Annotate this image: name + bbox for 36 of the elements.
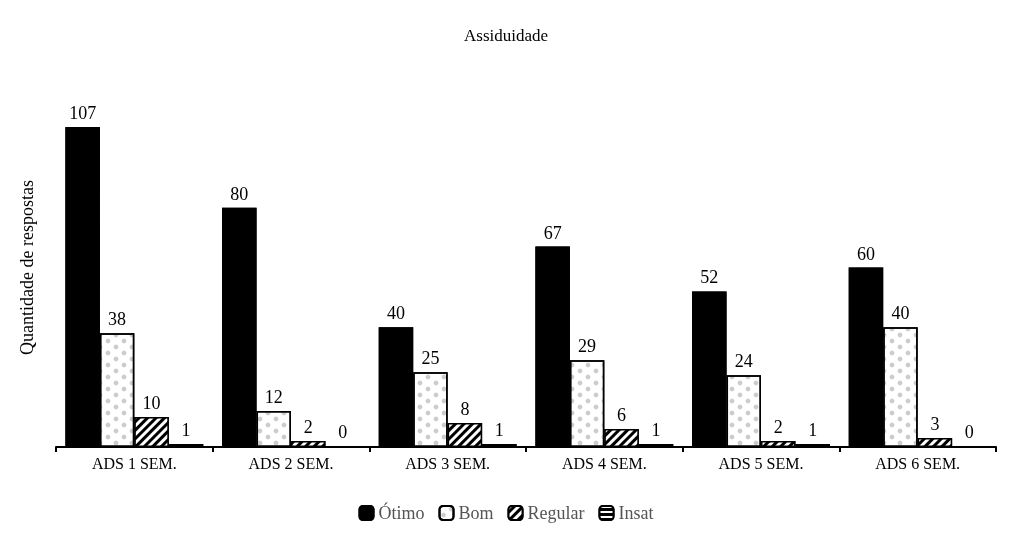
data-label: 107 — [69, 102, 97, 123]
y-axis-title: Quantidade de respostas — [17, 180, 37, 355]
data-label: 1 — [494, 420, 504, 441]
legend-label: Ótimo — [378, 502, 425, 523]
data-label: 25 — [421, 348, 440, 369]
data-label: 10 — [142, 393, 161, 414]
data-label: 29 — [578, 336, 597, 357]
data-label: 2 — [303, 417, 313, 438]
data-label: 3 — [930, 414, 940, 435]
data-label: 24 — [734, 351, 753, 372]
x-tick-label: ADS 4 SEM. — [561, 454, 647, 472]
data-label: 60 — [856, 243, 875, 264]
data-label: 1 — [808, 420, 818, 441]
data-label: 80 — [230, 183, 249, 204]
data-label: 38 — [108, 309, 127, 330]
data-label: 67 — [543, 222, 562, 243]
legend-label: Insat — [618, 503, 654, 523]
x-tick-label: ADS 2 SEM. — [248, 454, 334, 472]
data-label: 12 — [264, 387, 283, 408]
data-label: 0 — [964, 422, 974, 443]
legend-label: Bom — [458, 503, 494, 523]
data-label: 6 — [617, 405, 627, 426]
data-label: 1 — [651, 420, 661, 441]
data-label: 2 — [773, 417, 783, 438]
chart-title: Assiduidade — [463, 26, 549, 45]
x-tick-label: ADS 1 SEM. — [91, 454, 177, 472]
data-label: 8 — [460, 399, 470, 420]
x-tick-label: ADS 6 SEM. — [875, 454, 961, 472]
x-tick-label: ADS 3 SEM. — [405, 454, 491, 472]
legend-label: Regular — [527, 503, 585, 523]
data-label: 40 — [891, 303, 910, 324]
data-label: 52 — [700, 267, 719, 288]
x-tick-label: ADS 5 SEM. — [718, 454, 804, 472]
data-label: 40 — [386, 303, 405, 324]
data-label: 1 — [181, 420, 191, 441]
data-label: 0 — [338, 422, 348, 443]
